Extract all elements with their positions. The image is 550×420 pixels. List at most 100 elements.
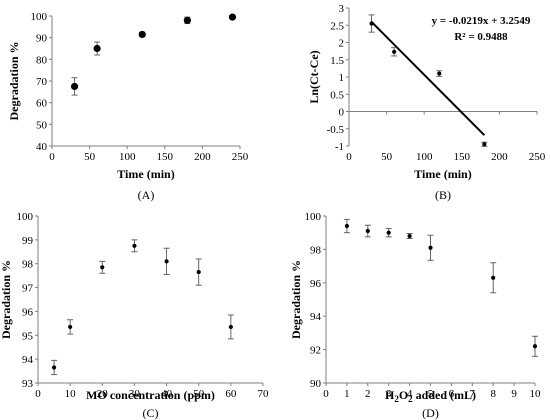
x-tick-label: 30: [129, 388, 141, 400]
x-tick-label: 0: [346, 151, 352, 163]
annotation-label: y = -0.0219x + 3.2549: [432, 15, 531, 27]
data-point: [51, 365, 57, 370]
y-tick-label: 0: [339, 107, 345, 119]
y-tick-label: 98: [310, 244, 322, 256]
data-point: [386, 230, 391, 235]
x-tick-label: 100: [416, 151, 433, 163]
x-tick-label: 1: [344, 388, 350, 400]
x-tick-label: 8: [490, 388, 496, 400]
y-tick-label: 100: [17, 211, 34, 223]
data-point: [491, 275, 496, 280]
data-point: [437, 71, 442, 76]
panel-caption: (B): [435, 188, 451, 202]
y-tick-label: 99: [22, 235, 34, 247]
x-tick-label: 150: [454, 151, 471, 163]
y-tick-label: 95: [22, 330, 34, 342]
panel-b: 0 50 100 150 200 250 -1 -0.5 0 0.5 1 1.5 2 2.5 3 y = -0…: [307, 3, 546, 202]
y-tick-label: 90: [310, 378, 322, 390]
data-point: [369, 21, 374, 26]
y-tick-label: 94: [310, 311, 322, 323]
panel-caption: (D): [422, 406, 439, 420]
x-tick-label: 3: [386, 388, 392, 400]
data-point: [482, 142, 487, 147]
data-point: [100, 265, 105, 270]
x-tick-label: 200: [491, 151, 508, 163]
panel-a: 0 50 100 150 200 250 40 50 60 70 80 90 100 Time (min)…: [7, 11, 249, 202]
x-axis-label: Time (min): [414, 167, 471, 181]
x-tick-label: 4: [407, 388, 413, 400]
x-tick-label: 2: [365, 388, 371, 400]
y-tick-label: 90: [36, 33, 48, 45]
annotation-label: R² = 0.9488: [454, 31, 508, 43]
y-tick-label: 92: [310, 345, 321, 357]
y-tick-label: 3: [339, 3, 345, 15]
panel-caption: (C): [143, 406, 159, 420]
y-tick-label: 80: [36, 54, 48, 66]
y-tick-label: 1: [339, 72, 345, 84]
x-axis-label-part: added (mL): [413, 388, 476, 402]
data-point: [93, 44, 101, 53]
data-point: [532, 344, 538, 349]
y-tick-label: 97: [22, 283, 34, 295]
x-tick-label: 10: [530, 388, 542, 400]
x-tick-label: 50: [193, 388, 205, 400]
y-axis-label: Ln(Ct-Ce): [307, 50, 321, 103]
data-point: [428, 245, 433, 250]
panel-caption: (A): [138, 188, 155, 202]
data-point: [344, 223, 349, 229]
y-tick-label: 93: [22, 378, 34, 390]
x-axis-label-part: H: [385, 388, 395, 402]
y-tick-label: -0.5: [327, 124, 345, 136]
data-point: [407, 233, 412, 239]
y-axis-label: Degradation %: [7, 42, 21, 121]
y-tick-label: 70: [36, 76, 48, 88]
data-point: [164, 259, 169, 264]
data-point: [138, 30, 146, 39]
y-axis-label: Degradation %: [289, 260, 303, 339]
x-axis-label-part: O: [399, 388, 408, 402]
y-tick-label: 50: [36, 119, 48, 131]
x-axis-label-part: 2: [408, 394, 413, 404]
y-tick-label: 96: [22, 306, 34, 318]
y-tick-label: 60: [36, 98, 48, 110]
data-point: [228, 324, 233, 330]
data-point: [365, 228, 370, 234]
data-point: [183, 16, 191, 24]
y-tick-label: 96: [310, 278, 322, 290]
x-tick-label: 50: [84, 151, 96, 163]
trendline: [370, 21, 486, 136]
x-tick-label: 9: [511, 388, 517, 400]
x-tick-label: 6: [449, 388, 455, 400]
x-tick-label: 60: [225, 388, 237, 400]
y-tick-label: 0.5: [330, 89, 344, 101]
y-tick-label: 2.5: [330, 20, 344, 32]
x-tick-label: 10: [65, 388, 77, 400]
panel-c: 0 10 20 30 40 50 60 70 93 94 95 96 97 98 99 100 MO conce…: [0, 211, 269, 420]
x-tick-label: 0: [49, 151, 55, 163]
y-tick-label: 100: [305, 211, 322, 223]
x-tick-label: 5: [428, 388, 434, 400]
data-point: [132, 243, 137, 248]
x-tick-label: 200: [194, 151, 211, 163]
x-tick-label: 7: [470, 388, 476, 400]
x-tick-label: 0: [323, 388, 329, 400]
x-axis-label: H2O2 added (mL): [385, 388, 476, 404]
data-point: [68, 324, 73, 330]
x-tick-label: 40: [161, 388, 173, 400]
x-tick-label: 0: [35, 388, 41, 400]
data-point: [196, 269, 201, 275]
data-point: [392, 49, 397, 54]
x-tick-label: 50: [381, 151, 393, 163]
x-tick-label: 250: [232, 151, 249, 163]
data-point: [228, 13, 237, 21]
y-tick-label: -1: [335, 141, 344, 153]
x-axis-label: MO concentration (ppm): [86, 388, 215, 402]
x-tick-label: 150: [157, 151, 174, 163]
y-tick-label: 2: [339, 38, 345, 50]
x-tick-label: 20: [97, 388, 109, 400]
x-tick-label: 250: [529, 151, 546, 163]
x-tick-label: 100: [119, 151, 136, 163]
x-axis-label-part: 2: [394, 394, 399, 404]
